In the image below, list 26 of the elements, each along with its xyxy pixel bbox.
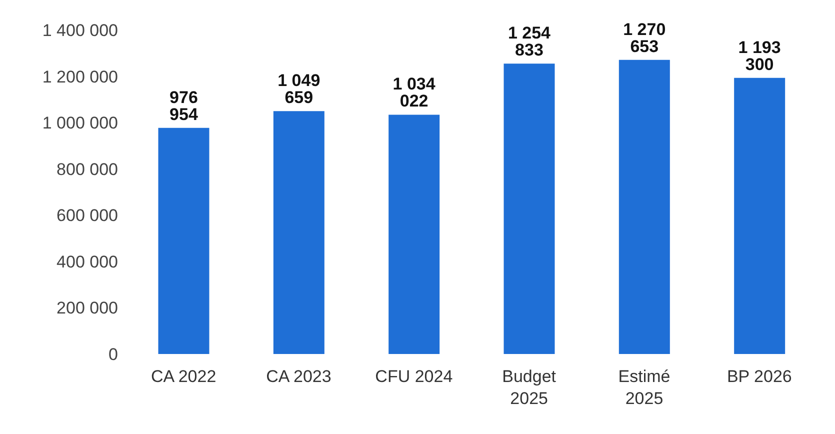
x-tick-label: CA 2023 — [266, 367, 332, 386]
bar — [734, 78, 786, 354]
bar — [273, 111, 324, 354]
y-tick-label: 1 400 000 — [42, 21, 118, 40]
y-tick-label: 0 — [108, 345, 118, 364]
x-tick-label: CA 2022 — [150, 367, 216, 386]
data-label: 1 049 659 — [278, 71, 320, 108]
bar — [158, 128, 210, 354]
x-tick-label: CFU 2024 — [375, 367, 453, 386]
y-tick-label: 800 000 — [56, 160, 118, 179]
bar — [504, 64, 555, 354]
data-label: 1 034 022 — [392, 74, 436, 111]
y-tick-label: 1 200 000 — [42, 67, 118, 86]
y-tick-label: 1 000 000 — [42, 114, 118, 133]
bar — [388, 114, 440, 354]
x-tick-label: Budget 2025 — [502, 367, 556, 408]
y-tick-label: 200 000 — [56, 298, 118, 318]
data-label: 976 954 — [170, 88, 198, 124]
y-tick-label: 600 000 — [56, 206, 118, 226]
x-tick-label: BP 2026 — [726, 367, 792, 386]
data-label: 1 270 653 — [623, 20, 666, 56]
y-tick-label: 400 000 — [56, 252, 118, 272]
data-label: 1 254 833 — [508, 24, 552, 60]
x-tick-label: Estimé 2025 — [618, 367, 670, 408]
data-label: 1 193 300 — [738, 38, 781, 74]
bar — [618, 60, 670, 354]
